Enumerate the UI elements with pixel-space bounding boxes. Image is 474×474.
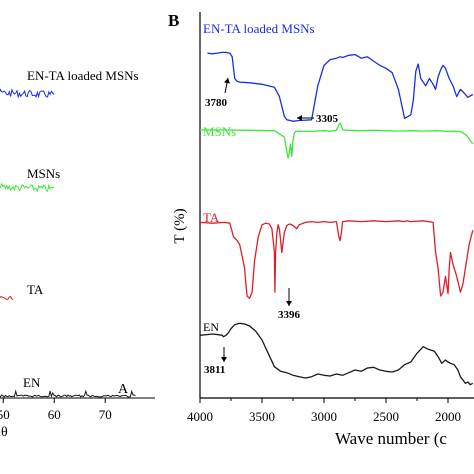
panel-b-series-label-en: EN — [203, 320, 219, 334]
panel-a-series-label-en: EN — [23, 375, 41, 390]
panel-b-x-axis-label: Wave number (c — [335, 429, 447, 448]
panel-a-x-axis-label: 2θ — [0, 425, 8, 440]
panel-b-series-label-ta: TA — [203, 210, 220, 225]
panel-b-series-label-en-ta: EN-TA loaded MSNs — [203, 21, 315, 36]
panel-b-series-msns — [200, 122, 474, 159]
panel-b-annotations: 3780 3305 3396 3811 — [204, 77, 339, 376]
panel-a-series-label-en-ta: EN-TA loaded MSNs — [27, 68, 139, 83]
annotation-arrowhead-3396 — [286, 301, 292, 306]
panel-b-series-group — [199, 51, 474, 386]
panel-b-series-label-msns: MSNs — [203, 124, 236, 139]
panel-a-series-label-ta: TA — [27, 282, 44, 297]
panel-a-series-en — [0, 389, 136, 398]
annotation-label-3396: 3396 — [278, 309, 301, 321]
panel-a-x-tick-label: 50 — [0, 407, 10, 422]
panel-b-x-tick-label: 4000 — [187, 409, 213, 424]
panel-b-y-axis-label: T (%) — [172, 208, 188, 243]
annotation-label-3811: 3811 — [204, 364, 225, 376]
panel-a-series-ta — [0, 295, 14, 300]
annotation-label-3780: 3780 — [205, 97, 228, 109]
annotation-arrowhead-3811 — [221, 357, 227, 362]
panel-a-series-en-ta-loaded-msns — [0, 88, 55, 99]
panel-b-x-tick-label: 2500 — [373, 409, 399, 424]
panel-b-x-tick-label: 3000 — [311, 409, 337, 424]
panel-a-ticks: 40506070 — [0, 398, 112, 422]
panel-a-series-msns — [0, 182, 55, 193]
panel-b-chart: B 4000 3500 3000 2500 2000 3780330533963811 … — [168, 11, 474, 448]
annotation-arrowhead-3780 — [224, 78, 230, 84]
panel-b-x-tick-label: 2000 — [435, 409, 461, 424]
annotation-label-3305: 3305 — [316, 113, 339, 125]
panel-b-series-ta — [199, 220, 474, 300]
panel-a-series-group — [0, 88, 136, 398]
panel-a-label: A — [118, 382, 129, 397]
panel-a-x-tick-label: 70 — [99, 407, 112, 422]
panel-b-ticks: 4000 3500 3000 2500 2000 — [187, 398, 461, 424]
panel-a-x-tick-label: 60 — [48, 407, 61, 422]
panel-b-label: B — [168, 11, 179, 30]
panel-b-series-en — [199, 322, 474, 386]
panel-a-series-label-msns: MSNs — [27, 166, 60, 181]
panel-a-chart: 40506070 EN-TA loaded MSNs MSNs TA EN A … — [0, 68, 155, 440]
panel-b-x-tick-label: 3500 — [249, 409, 275, 424]
annotation-arrowhead-3305 — [297, 115, 302, 121]
panel-b-series-en-ta-loaded-msns — [207, 51, 474, 122]
